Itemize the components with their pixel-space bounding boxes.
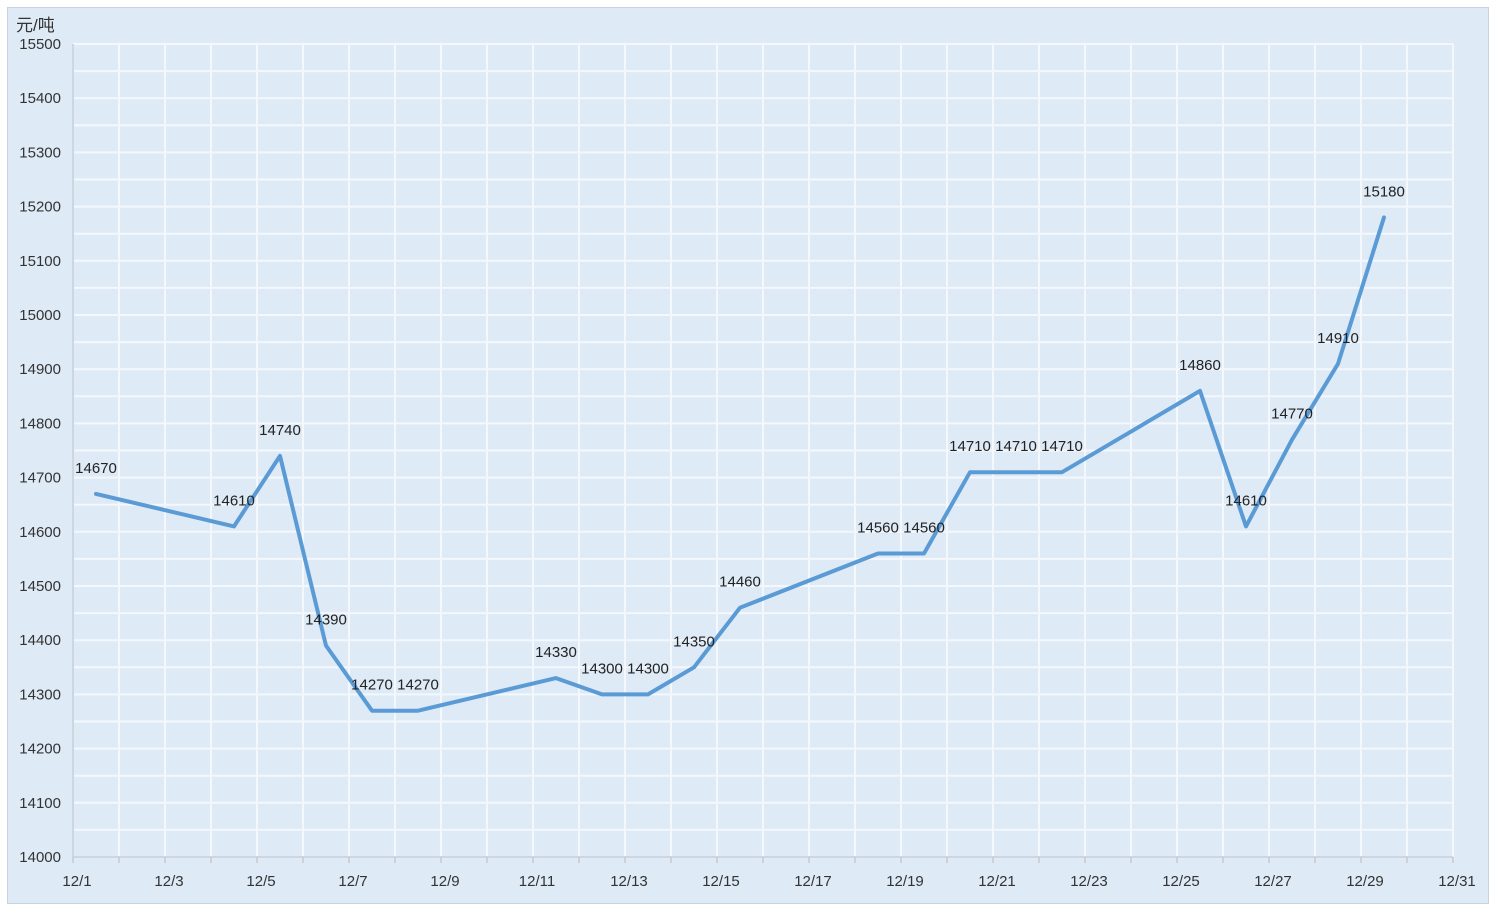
x-tick-label: 12/21 xyxy=(978,873,1016,890)
data-label: 14860 xyxy=(1179,357,1221,374)
y-tick-label: 14700 xyxy=(19,470,61,487)
y-tick-label: 15500 xyxy=(19,36,61,53)
series-lines xyxy=(94,215,1386,713)
data-label: 14460 xyxy=(719,574,761,591)
data-label: 14300 xyxy=(581,660,623,677)
y-tick-label: 15100 xyxy=(19,253,61,270)
y-tick-label: 14400 xyxy=(19,632,61,649)
data-label: 14910 xyxy=(1317,330,1359,347)
y-tick-label: 14900 xyxy=(19,361,61,378)
data-label: 14710 xyxy=(1041,438,1083,455)
x-tick-label: 12/5 xyxy=(246,873,275,890)
data-label: 14560 xyxy=(857,519,899,536)
chart-background xyxy=(7,7,1489,904)
grid-lines xyxy=(72,43,1454,858)
data-label: 14710 xyxy=(949,438,991,455)
y-tick-label: 14300 xyxy=(19,686,61,703)
x-tick-label: 12/29 xyxy=(1346,873,1384,890)
data-label: 14770 xyxy=(1271,406,1313,423)
y-tick-label: 15200 xyxy=(19,199,61,216)
y-tick-label: 14100 xyxy=(19,795,61,812)
y-axis-unit-label: 元/吨 xyxy=(16,16,55,35)
axes xyxy=(72,44,1454,863)
data-label: 14560 xyxy=(903,519,945,536)
x-tick-label: 12/7 xyxy=(338,873,367,890)
x-tick-label: 12/15 xyxy=(702,873,740,890)
x-tick-label: 12/13 xyxy=(610,873,648,890)
data-label: 14300 xyxy=(627,660,669,677)
data-label: 14390 xyxy=(305,612,347,629)
x-tick-label: 12/1 xyxy=(62,873,91,890)
data-label: 14350 xyxy=(673,633,715,650)
series-line xyxy=(94,215,1386,713)
y-axis-ticks: 14000 14100 14200 14300 14400 14500 14600 14700… xyxy=(19,36,61,866)
data-label: 15180 xyxy=(1363,183,1405,200)
x-tick-label: 12/23 xyxy=(1070,873,1108,890)
y-tick-label: 14200 xyxy=(19,741,61,758)
data-label: 14670 xyxy=(75,460,117,477)
y-tick-label: 14600 xyxy=(19,524,61,541)
data-label: 14610 xyxy=(213,492,255,509)
data-label: 14610 xyxy=(1225,492,1267,509)
x-tick-label: 12/3 xyxy=(154,873,183,890)
y-tick-label: 14500 xyxy=(19,578,61,595)
y-tick-label: 14800 xyxy=(19,415,61,432)
data-label: 14270 xyxy=(351,677,393,694)
x-tick-label: 12/19 xyxy=(886,873,924,890)
x-tick-label: 12/31 xyxy=(1438,873,1476,890)
data-label: 14270 xyxy=(397,677,439,694)
x-tick-label: 12/9 xyxy=(430,873,459,890)
y-tick-label: 14000 xyxy=(19,849,61,866)
x-tick-label: 12/11 xyxy=(519,873,555,890)
x-tick-label: 12/17 xyxy=(794,873,832,890)
y-tick-label: 15000 xyxy=(19,307,61,324)
x-tick-label: 12/25 xyxy=(1162,873,1200,890)
data-label: 14740 xyxy=(259,422,301,439)
y-tick-label: 15300 xyxy=(19,144,61,161)
data-label: 14710 xyxy=(995,438,1037,455)
y-tick-label: 15400 xyxy=(19,90,61,107)
x-tick-label: 12/27 xyxy=(1254,873,1292,890)
x-axis-ticks: 12/1 12/3 12/5 12/7 12/9 12/11 12/13 12/15 12/17… xyxy=(62,873,1475,890)
data-label: 14330 xyxy=(535,644,577,661)
